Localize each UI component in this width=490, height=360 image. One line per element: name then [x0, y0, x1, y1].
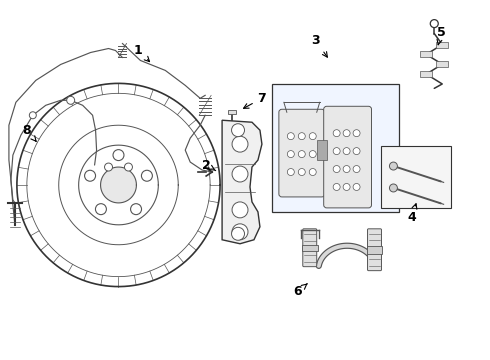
Circle shape — [78, 145, 158, 225]
Text: 4: 4 — [407, 204, 417, 224]
Text: 2: 2 — [202, 158, 216, 172]
Bar — [228, 110, 236, 114]
Circle shape — [353, 130, 360, 137]
Circle shape — [232, 202, 248, 218]
Bar — [317, 140, 327, 160]
Circle shape — [353, 148, 360, 154]
Circle shape — [17, 84, 220, 287]
Circle shape — [309, 150, 316, 158]
Bar — [302, 245, 318, 251]
Circle shape — [232, 166, 248, 182]
Bar — [436, 61, 448, 67]
FancyBboxPatch shape — [368, 229, 382, 271]
Circle shape — [232, 124, 245, 137]
Circle shape — [85, 170, 96, 181]
Circle shape — [390, 184, 397, 192]
Text: 8: 8 — [23, 124, 36, 141]
Circle shape — [287, 168, 294, 176]
Bar — [436, 41, 448, 48]
Bar — [420, 71, 432, 77]
Circle shape — [287, 133, 294, 140]
Bar — [382, 146, 451, 208]
Bar — [420, 51, 432, 57]
Circle shape — [353, 166, 360, 172]
Circle shape — [113, 150, 124, 161]
Circle shape — [104, 163, 113, 171]
Text: 6: 6 — [294, 284, 307, 298]
Circle shape — [124, 163, 132, 171]
FancyBboxPatch shape — [324, 106, 371, 208]
Circle shape — [333, 130, 340, 137]
Circle shape — [309, 133, 316, 140]
Circle shape — [353, 184, 360, 190]
Circle shape — [29, 112, 36, 119]
Text: 3: 3 — [312, 34, 327, 57]
Circle shape — [232, 227, 245, 240]
Circle shape — [343, 130, 350, 137]
Text: 5: 5 — [437, 26, 445, 45]
Circle shape — [333, 184, 340, 190]
Circle shape — [298, 150, 305, 158]
Circle shape — [232, 224, 248, 240]
Circle shape — [333, 166, 340, 172]
Circle shape — [142, 170, 152, 181]
Circle shape — [430, 20, 438, 28]
Circle shape — [309, 168, 316, 176]
FancyBboxPatch shape — [279, 109, 325, 197]
Circle shape — [67, 96, 74, 104]
Circle shape — [130, 204, 142, 215]
Circle shape — [232, 136, 248, 152]
Circle shape — [287, 150, 294, 158]
Circle shape — [298, 168, 305, 176]
Circle shape — [343, 166, 350, 172]
Circle shape — [390, 162, 397, 170]
Circle shape — [298, 133, 305, 140]
Circle shape — [100, 167, 136, 203]
Bar — [272, 84, 399, 212]
Text: 1: 1 — [134, 44, 149, 62]
Text: 7: 7 — [244, 92, 266, 108]
Circle shape — [343, 148, 350, 154]
Circle shape — [333, 148, 340, 154]
Polygon shape — [222, 120, 262, 244]
FancyBboxPatch shape — [303, 229, 317, 267]
Circle shape — [96, 204, 106, 215]
Circle shape — [343, 184, 350, 190]
Bar — [367, 246, 383, 254]
